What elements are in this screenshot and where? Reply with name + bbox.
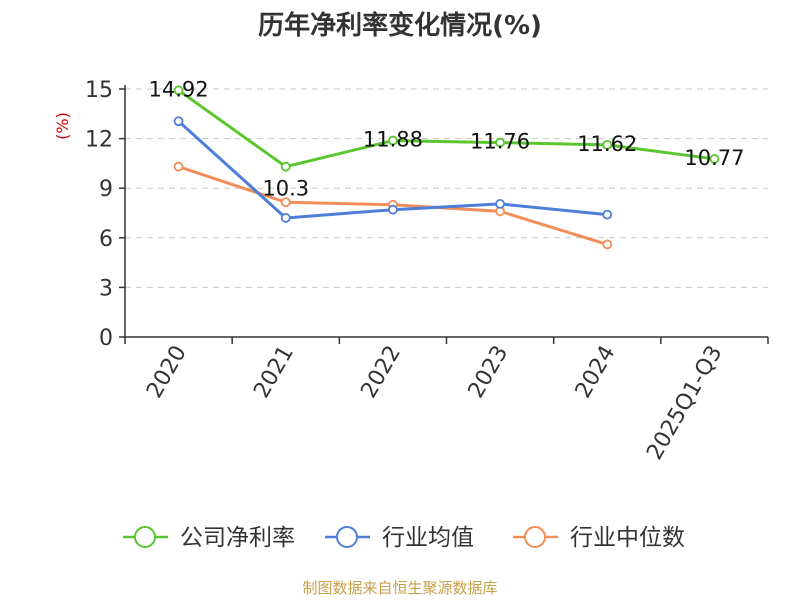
data-point[interactable] [173,161,184,172]
legend-label: 行业中位数 [570,525,685,551]
data-point[interactable] [173,116,184,127]
data-label: 11.62 [577,132,637,156]
legend-item-1[interactable]: 行业均值 [325,525,474,551]
legend[interactable]: 公司净利率 行业均值 行业中位数 [123,525,685,551]
data-label: 10.77 [684,146,744,170]
data-point[interactable] [388,135,398,146]
data-point[interactable] [280,213,291,223]
x-tick-label: 2022 [356,342,406,403]
source-note: 制图数据来自恒生聚源数据库 [302,579,497,597]
legend-label: 公司净利率 [180,525,295,551]
y-tick-label: 15 [85,78,113,103]
data-point[interactable] [709,154,720,164]
series-layer [173,85,720,250]
data-point[interactable] [280,197,291,208]
y-tick-label: 3 [99,276,113,301]
x-tick-label: 2024 [571,342,621,403]
y-tick-label: 9 [99,177,113,202]
data-point[interactable] [495,137,505,148]
data-label: 11.76 [470,130,530,154]
x-tick-label: 2025Q1-Q3 [642,342,727,465]
chart-title: 历年净利率变化情况(%) [258,10,542,41]
data-label: 11.88 [363,128,423,152]
axes: 0 3 6 9 12 15 2020 2021 2022 2023 2024 2025Q1-Q3 [85,78,769,465]
legend-label: 行业均值 [382,525,474,551]
y-tick-label: 0 [99,326,113,351]
x-tick-label: 2023 [464,342,514,403]
legend-item-0[interactable]: 公司净利率 [123,525,295,551]
data-point[interactable] [280,161,291,172]
data-labels: 14.92 10.3 11.88 11.76 11.62 10.77 [149,77,745,200]
data-point[interactable] [388,204,398,215]
data-point[interactable] [602,209,613,220]
data-point[interactable] [602,239,613,250]
data-point[interactable] [173,85,184,96]
data-point[interactable] [602,139,613,150]
data-point[interactable] [495,199,505,209]
legend-swatch-marker [134,526,156,548]
series-line-0 [177,89,715,169]
data-label: 10.3 [262,177,309,201]
grid-lines [125,88,768,288]
x-tick-label: 2021 [249,342,299,403]
legend-item-2[interactable]: 行业中位数 [513,525,685,551]
y-tick-label: 6 [99,227,113,252]
legend-swatch-marker [524,526,546,548]
legend-swatch-marker [336,526,358,548]
x-tick-label: 2020 [142,342,192,403]
y-tick-label: 12 [85,128,113,153]
y-axis-label: (%) [53,112,72,140]
data-label: 14.92 [149,77,209,101]
